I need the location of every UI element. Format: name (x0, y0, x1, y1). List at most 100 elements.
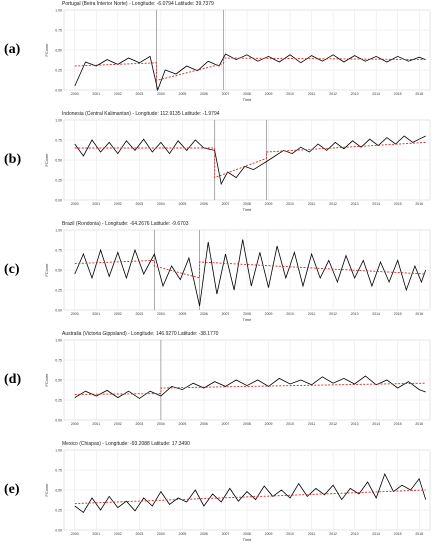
y-axis-label: FCover (44, 153, 49, 167)
x-tick-label: 2000 (71, 532, 79, 536)
x-tick-label: 2000 (71, 202, 79, 206)
trend-line (74, 57, 426, 81)
x-tick-label: 2013 (351, 312, 359, 316)
x-tick-label: 2010 (286, 202, 294, 206)
x-tick-label: 2016 (415, 202, 423, 206)
y-tick-label: 0.00 (55, 309, 62, 313)
y-tick-label: 0.75 (55, 139, 62, 143)
x-tick-label: 2014 (372, 202, 380, 206)
panel-title: Portugal (Beira Interior Norte) - Longit… (62, 1, 214, 7)
x-tick-label: 2002 (114, 422, 122, 426)
x-tick-label: 2008 (243, 202, 251, 206)
x-tick-label: 2009 (265, 532, 273, 536)
x-tick-label: 2011 (308, 422, 316, 426)
trend-line (74, 382, 426, 395)
y-tick-label: 1.00 (55, 9, 62, 13)
x-tick-label: 2003 (135, 532, 143, 536)
y-tick-label: 0.50 (55, 269, 62, 273)
x-tick-label: 2011 (308, 312, 316, 316)
y-axis-label: FCover (44, 43, 49, 57)
series-line (74, 239, 427, 307)
x-tick-label: 2009 (265, 202, 273, 206)
x-tick-label: 2003 (135, 312, 143, 316)
trend-line (74, 259, 426, 279)
y-tick-label: 0.00 (55, 199, 62, 203)
y-tick-label: 0.25 (55, 179, 62, 183)
x-tick-label: 2011 (308, 532, 316, 536)
x-tick-label: 2015 (394, 92, 402, 96)
x-tick-label: 2016 (415, 312, 423, 316)
x-tick-label: 2009 (265, 92, 273, 96)
panel-b: (b) Indonesia (Central Kalimantan) - Lon… (0, 110, 448, 218)
x-tick-label: 2008 (243, 312, 251, 316)
x-tick-label: 2014 (372, 312, 380, 316)
x-tick-label: 2006 (200, 92, 208, 96)
y-tick-label: 1.00 (55, 449, 62, 453)
y-tick-label: 0.25 (55, 69, 62, 73)
y-tick-label: 0.00 (55, 419, 62, 423)
x-tick-label: 2005 (179, 422, 187, 426)
x-tick-label: 2007 (222, 422, 230, 426)
x-tick-label: 2009 (265, 422, 273, 426)
trend-line (74, 141, 426, 179)
x-tick-label: 2004 (157, 92, 165, 96)
x-tick-label: 2000 (71, 92, 79, 96)
y-tick-label: 0.25 (55, 509, 62, 513)
panel-a: (a) Portugal (Beira Interior Norte) - Lo… (0, 0, 448, 108)
x-tick-label: 2006 (200, 202, 208, 206)
x-tick-label: 2006 (200, 422, 208, 426)
x-tick-label: 2011 (308, 92, 316, 96)
x-tick-label: 2010 (286, 532, 294, 536)
y-tick-label: 1.00 (55, 229, 62, 233)
x-tick-label: 2000 (71, 312, 79, 316)
panel-title: Australia (Victoria Gippsland) - Longitu… (62, 331, 219, 337)
y-tick-label: 0.75 (55, 469, 62, 473)
x-tick-label: 2005 (179, 202, 187, 206)
panel-label: (d) (4, 372, 22, 387)
x-axis-label: Time (243, 97, 253, 102)
x-tick-label: 2013 (351, 202, 359, 206)
x-tick-label: 2011 (308, 202, 316, 206)
x-tick-label: 2004 (157, 312, 165, 316)
x-tick-label: 2012 (329, 202, 337, 206)
chart-c: 0.00 0.25 0.50 0.75 1.00 2000 2001 2002 2003 2004… (44, 229, 431, 322)
x-tick-label: 2015 (394, 532, 402, 536)
panel-c: (c) Brazil (Rondonia) - Longitude: -64.2… (0, 220, 448, 328)
panel-label: (c) (4, 262, 20, 277)
y-tick-label: 0.75 (55, 359, 62, 363)
x-tick-label: 2007 (222, 92, 230, 96)
series-line (74, 135, 426, 186)
series-line (74, 375, 426, 399)
y-tick-label: 0.75 (55, 29, 62, 33)
y-tick-label: 1.00 (55, 119, 62, 123)
y-tick-label: 0.50 (55, 49, 62, 53)
x-tick-label: 2015 (394, 202, 402, 206)
x-tick-label: 2001 (92, 92, 100, 96)
y-tick-label: 0.50 (55, 159, 62, 163)
x-tick-label: 2016 (415, 92, 423, 96)
x-tick-label: 2002 (114, 312, 122, 316)
x-tick-label: 2013 (351, 422, 359, 426)
x-tick-label: 2012 (329, 312, 337, 316)
y-tick-label: 0.00 (55, 89, 62, 93)
x-tick-label: 2013 (351, 92, 359, 96)
y-tick-label: 0.75 (55, 249, 62, 253)
x-axis-label: Time (243, 317, 253, 322)
x-tick-label: 2007 (222, 202, 230, 206)
x-tick-label: 2006 (200, 532, 208, 536)
panel-label: (a) (4, 42, 21, 57)
trend-line (74, 489, 426, 505)
y-tick-label: 0.50 (55, 489, 62, 493)
x-tick-label: 2016 (415, 532, 423, 536)
x-tick-label: 2014 (372, 532, 380, 536)
panel-title: Brazil (Rondonia) - Longitude: -64.2676 … (62, 221, 189, 227)
panel-title: Indonesia (Central Kalimantan) - Longitu… (62, 111, 220, 117)
x-tick-label: 2003 (135, 422, 143, 426)
x-tick-label: 2010 (286, 422, 294, 426)
x-tick-label: 2009 (265, 312, 273, 316)
x-tick-label: 2008 (243, 532, 251, 536)
y-tick-label: 0.25 (55, 289, 62, 293)
x-tick-label: 2005 (179, 532, 187, 536)
x-tick-label: 2002 (114, 532, 122, 536)
x-tick-label: 2004 (157, 532, 165, 536)
